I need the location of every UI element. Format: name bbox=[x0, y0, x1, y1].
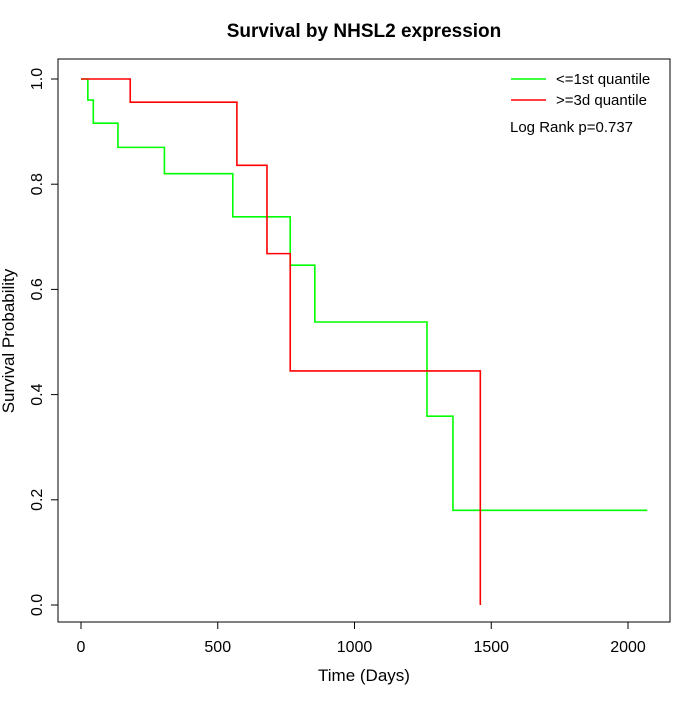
y-tick-label: 1.0 bbox=[29, 68, 46, 90]
x-tick-label: 500 bbox=[204, 639, 231, 656]
y-tick-label: 0.4 bbox=[29, 383, 46, 405]
series-layer bbox=[81, 78, 648, 605]
x-axis: 0 500 1000 1500 2000 bbox=[77, 621, 646, 656]
survival-curve-series-1 bbox=[81, 78, 648, 512]
x-tick-label: 1500 bbox=[473, 639, 509, 656]
x-tick-label: 1000 bbox=[337, 639, 373, 656]
x-tick-label: 0 bbox=[77, 639, 86, 656]
y-tick-label: 0.6 bbox=[29, 278, 46, 300]
y-axis-label: Survival Probability bbox=[0, 268, 18, 413]
x-tick-label: 2000 bbox=[610, 639, 646, 656]
log-rank-annotation: Log Rank p=0.737 bbox=[510, 119, 633, 136]
chart-title: Survival by NHSL2 expression bbox=[227, 21, 502, 42]
legend-label: >=3d quantile bbox=[556, 92, 647, 109]
legend: <=1st quantile >=3d quantile bbox=[511, 71, 650, 109]
y-tick-label: 0.0 bbox=[29, 594, 46, 616]
legend-label: <=1st quantile bbox=[556, 71, 650, 88]
y-tick-label: 0.8 bbox=[29, 173, 46, 195]
survival-curve-series-2 bbox=[81, 78, 482, 605]
y-tick-label: 0.2 bbox=[29, 489, 46, 511]
y-axis: 0.0 0.2 0.4 0.6 0.8 1.0 bbox=[29, 68, 59, 616]
x-axis-label: Time (Days) bbox=[318, 666, 410, 685]
